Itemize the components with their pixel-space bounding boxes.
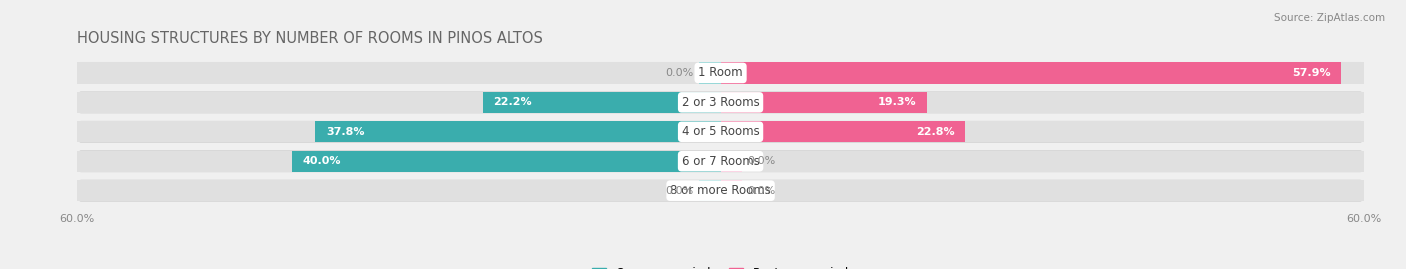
Bar <box>721 151 742 172</box>
Bar <box>721 151 1364 172</box>
Text: 1 Room: 1 Room <box>699 66 742 79</box>
Bar <box>77 92 721 113</box>
Bar <box>721 180 742 201</box>
Text: HOUSING STRUCTURES BY NUMBER OF ROOMS IN PINOS ALTOS: HOUSING STRUCTURES BY NUMBER OF ROOMS IN… <box>77 31 543 46</box>
Text: 4 or 5 Rooms: 4 or 5 Rooms <box>682 125 759 138</box>
Bar <box>77 180 721 201</box>
Text: 22.8%: 22.8% <box>915 127 955 137</box>
Bar <box>699 180 721 201</box>
Bar <box>721 121 965 142</box>
Text: 2 or 3 Rooms: 2 or 3 Rooms <box>682 96 759 109</box>
Bar <box>699 62 721 84</box>
Bar <box>315 121 721 142</box>
FancyBboxPatch shape <box>77 62 1364 84</box>
Bar <box>77 151 721 172</box>
Bar <box>77 121 721 142</box>
FancyBboxPatch shape <box>77 121 1364 142</box>
FancyBboxPatch shape <box>77 151 1364 172</box>
Bar <box>77 62 721 84</box>
Text: 19.3%: 19.3% <box>879 97 917 107</box>
Bar <box>721 62 1341 84</box>
Text: 37.8%: 37.8% <box>326 127 364 137</box>
Text: 0.0%: 0.0% <box>748 186 776 196</box>
Bar <box>721 92 928 113</box>
Bar <box>721 121 1364 142</box>
FancyBboxPatch shape <box>77 180 1364 201</box>
Bar <box>721 92 1364 113</box>
Legend: Owner-occupied, Renter-occupied: Owner-occupied, Renter-occupied <box>588 263 853 269</box>
Text: Source: ZipAtlas.com: Source: ZipAtlas.com <box>1274 13 1385 23</box>
Text: 40.0%: 40.0% <box>302 156 342 166</box>
FancyBboxPatch shape <box>77 92 1364 113</box>
Bar <box>292 151 721 172</box>
Text: 0.0%: 0.0% <box>665 68 693 78</box>
Text: 6 or 7 Rooms: 6 or 7 Rooms <box>682 155 759 168</box>
Text: 0.0%: 0.0% <box>665 186 693 196</box>
Bar <box>482 92 721 113</box>
Text: 57.9%: 57.9% <box>1292 68 1330 78</box>
Text: 22.2%: 22.2% <box>494 97 531 107</box>
Bar <box>721 180 1364 201</box>
Text: 8 or more Rooms: 8 or more Rooms <box>671 184 770 197</box>
Bar <box>721 62 1364 84</box>
Text: 0.0%: 0.0% <box>748 156 776 166</box>
